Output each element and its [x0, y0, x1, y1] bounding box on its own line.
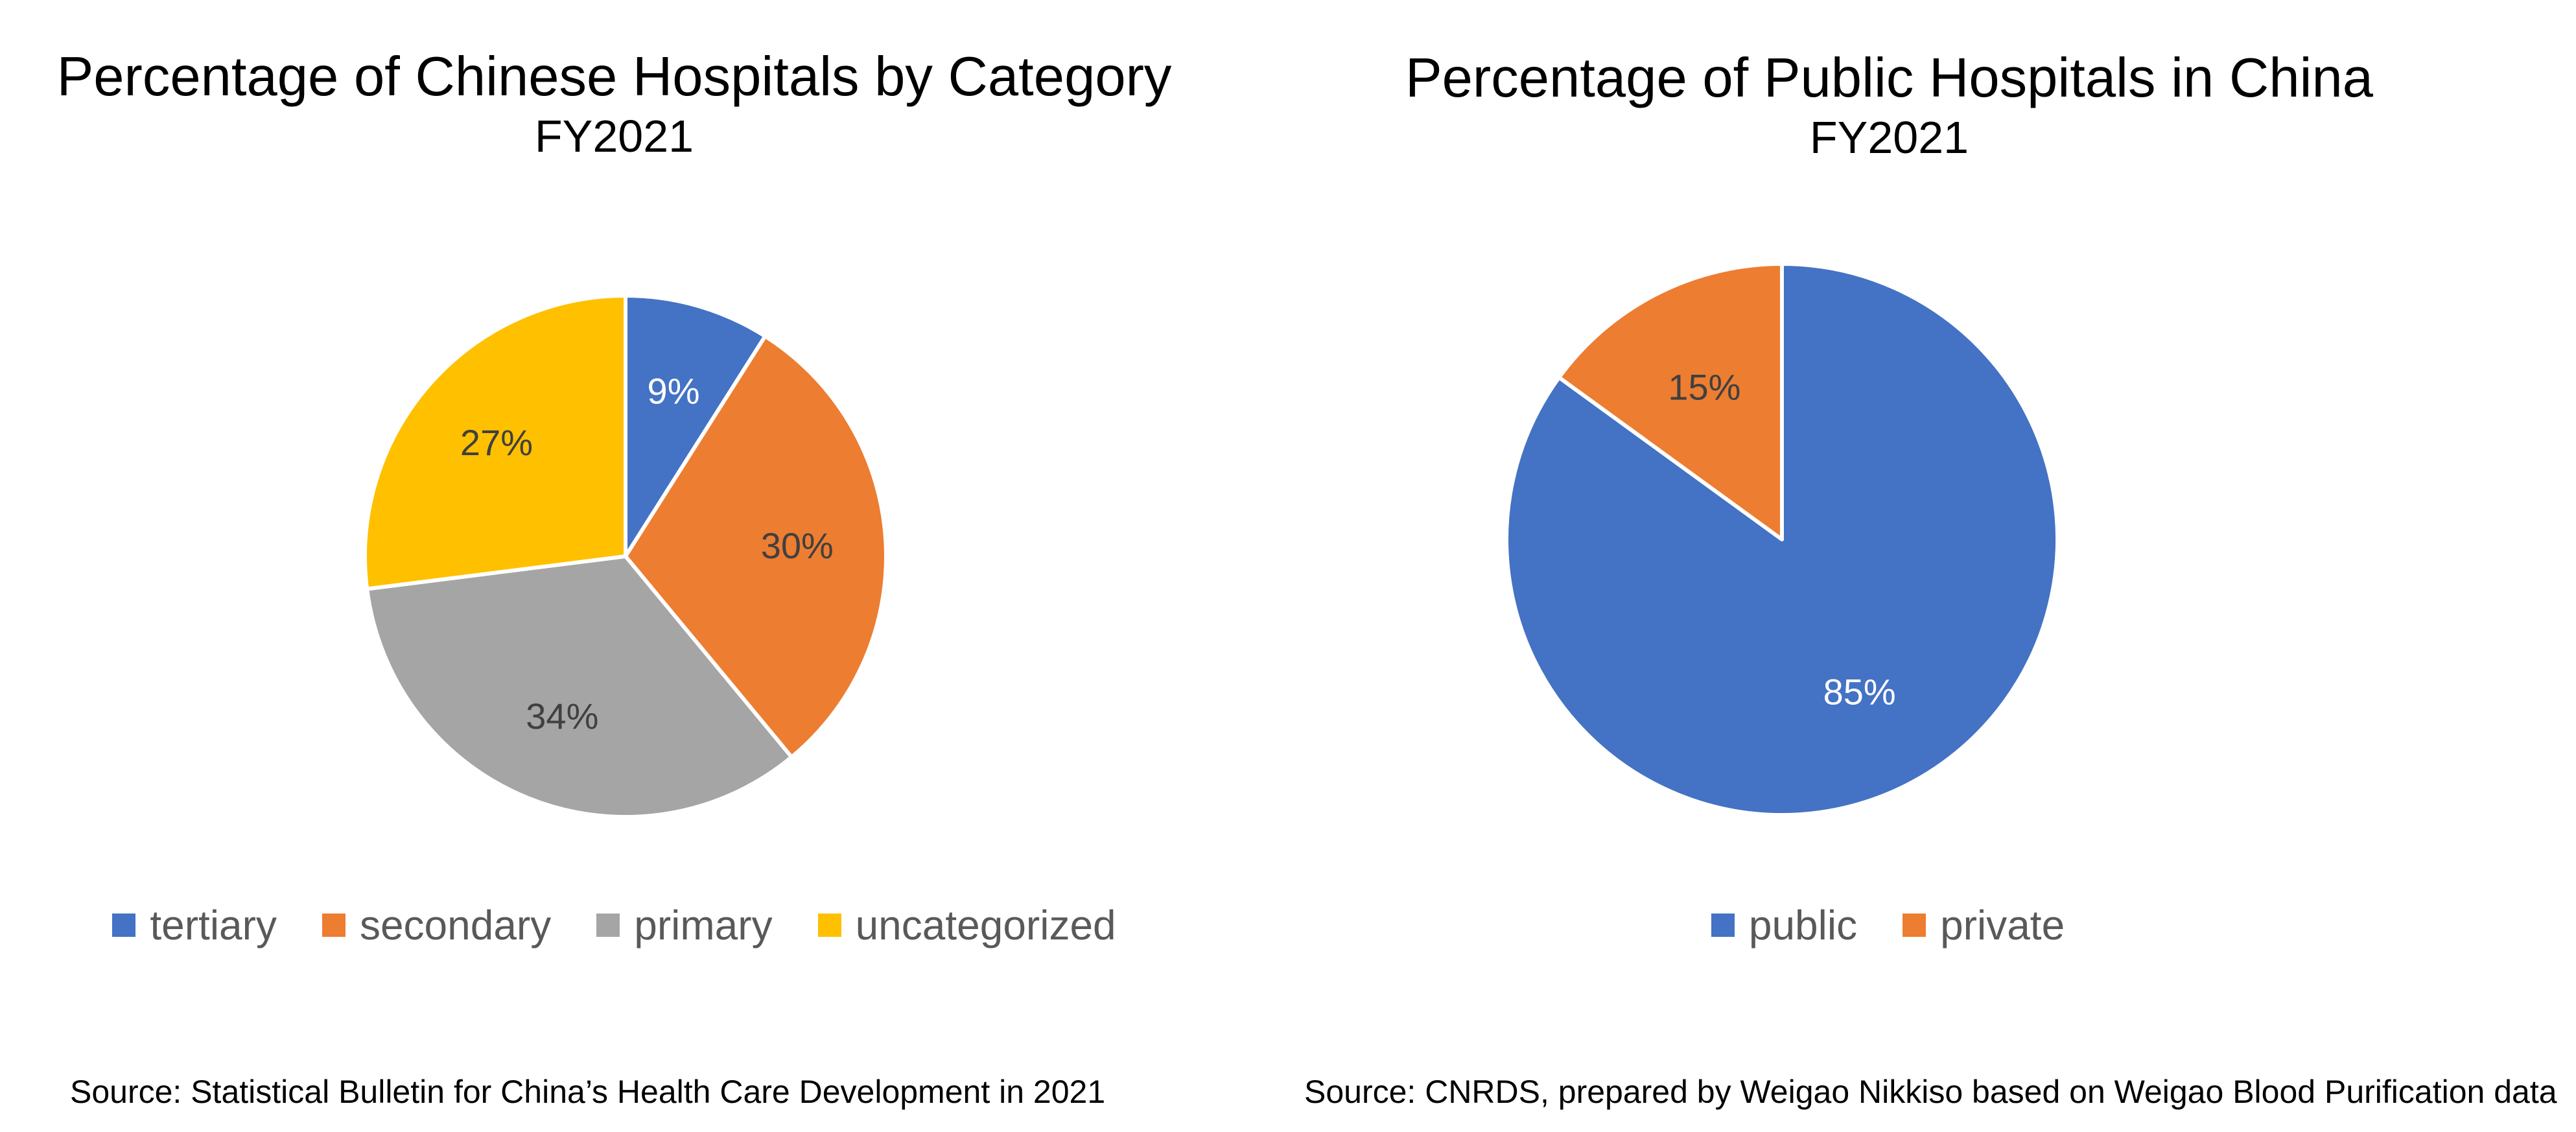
chart-subtitle: FY2021: [1809, 112, 1969, 163]
data-label-private: 15%: [1668, 367, 1740, 408]
data-label-secondary: 30%: [761, 525, 834, 566]
legend-swatch: [596, 914, 620, 937]
legend-label: primary: [634, 902, 773, 949]
chart-source: Source: CNRDS, prepared by Weigao Nikkis…: [1304, 1074, 2557, 1110]
legend-item-secondary: secondary: [322, 901, 551, 949]
chart-legend: public private: [1244, 901, 2532, 949]
public-chart-panel: Percentage of Public Hospitals in China …: [1288, 0, 2576, 1132]
legend-item-public: public: [1711, 901, 1857, 949]
pie-slice-primary: [365, 554, 794, 819]
legend-item-primary: primary: [596, 901, 773, 949]
public-pie-chart: 85% 15%: [1505, 262, 2059, 817]
data-label-uncategorized: 27%: [460, 422, 533, 463]
legend-label: tertiary: [150, 902, 277, 949]
chart-source: Source: Statistical Bulletin for China’s…: [70, 1074, 1106, 1110]
pie-slice-tertiary: [624, 294, 767, 558]
legend-label: uncategorized: [855, 902, 1116, 949]
legend-item-uncategorized: uncategorized: [817, 901, 1116, 949]
category-pie-chart: 9% 30% 34% 27%: [363, 294, 888, 819]
chart-title: Percentage of Chinese Hospitals by Categ…: [56, 46, 1172, 108]
legend-item-tertiary: tertiary: [112, 901, 277, 949]
category-chart-panel: Percentage of Chinese Hospitals by Categ…: [0, 46, 1258, 1110]
chart-legend: tertiary secondary primary uncategorized: [0, 901, 1258, 949]
legend-swatch: [817, 914, 841, 937]
pie-slice-private: [1557, 262, 1784, 541]
legend-swatch: [1903, 914, 1926, 937]
chart-subtitle: FY2021: [534, 111, 694, 161]
data-label-public: 85%: [1823, 671, 1896, 712]
data-label-primary: 34%: [526, 696, 598, 737]
legend-label: secondary: [359, 902, 552, 949]
pie-slice-secondary: [624, 334, 888, 759]
chart-title: Percentage of Public Hospitals in China: [1405, 47, 2374, 109]
data-label-tertiary: 9%: [648, 371, 700, 412]
legend-item-private: private: [1903, 901, 2065, 949]
pie-slice-uncategorized: [363, 294, 627, 591]
legend-swatch: [1711, 914, 1735, 937]
legend-label: public: [1748, 902, 1858, 949]
legend-label: private: [1940, 902, 2065, 949]
legend-swatch: [322, 914, 345, 937]
legend-swatch: [112, 914, 136, 937]
